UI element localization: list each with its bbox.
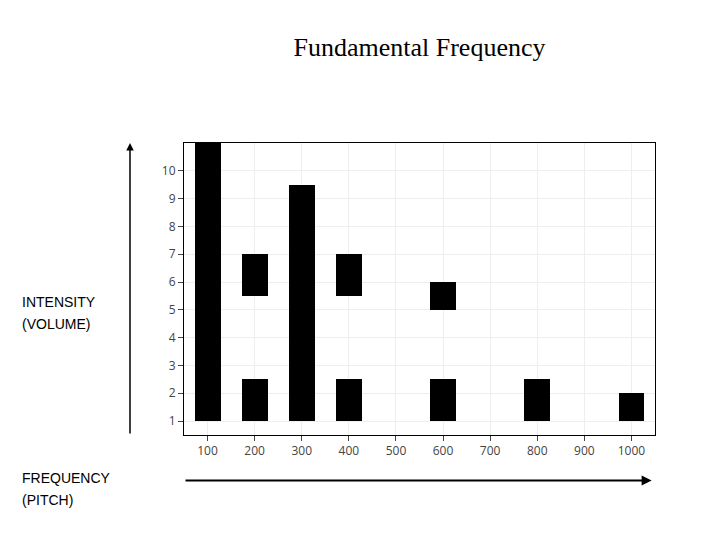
svg-text:INTENSITY: INTENSITY bbox=[22, 294, 96, 310]
svg-text:800: 800 bbox=[527, 442, 548, 459]
svg-text:FREQUENCY: FREQUENCY bbox=[22, 470, 111, 486]
svg-text:900: 900 bbox=[574, 442, 595, 459]
svg-text:8: 8 bbox=[169, 218, 176, 235]
svg-text:6: 6 bbox=[169, 273, 176, 290]
svg-text:1000: 1000 bbox=[618, 442, 646, 459]
svg-text:10: 10 bbox=[162, 162, 176, 179]
svg-text:1: 1 bbox=[169, 412, 176, 429]
svg-text:(PITCH): (PITCH) bbox=[22, 492, 73, 508]
svg-text:(VOLUME): (VOLUME) bbox=[22, 316, 90, 332]
svg-text:9: 9 bbox=[169, 190, 176, 207]
svg-text:2: 2 bbox=[169, 384, 176, 401]
svg-text:300: 300 bbox=[291, 442, 312, 459]
svg-text:700: 700 bbox=[480, 442, 501, 459]
svg-text:400: 400 bbox=[339, 442, 360, 459]
svg-text:7: 7 bbox=[169, 245, 176, 262]
svg-text:3: 3 bbox=[169, 357, 176, 374]
svg-text:200: 200 bbox=[244, 442, 265, 459]
svg-text:5: 5 bbox=[169, 301, 176, 318]
svg-text:Fundamental Frequency: Fundamental Frequency bbox=[294, 33, 546, 62]
svg-text:500: 500 bbox=[386, 442, 407, 459]
svg-text:100: 100 bbox=[197, 442, 218, 459]
svg-text:600: 600 bbox=[433, 442, 454, 459]
svg-text:4: 4 bbox=[169, 329, 176, 346]
